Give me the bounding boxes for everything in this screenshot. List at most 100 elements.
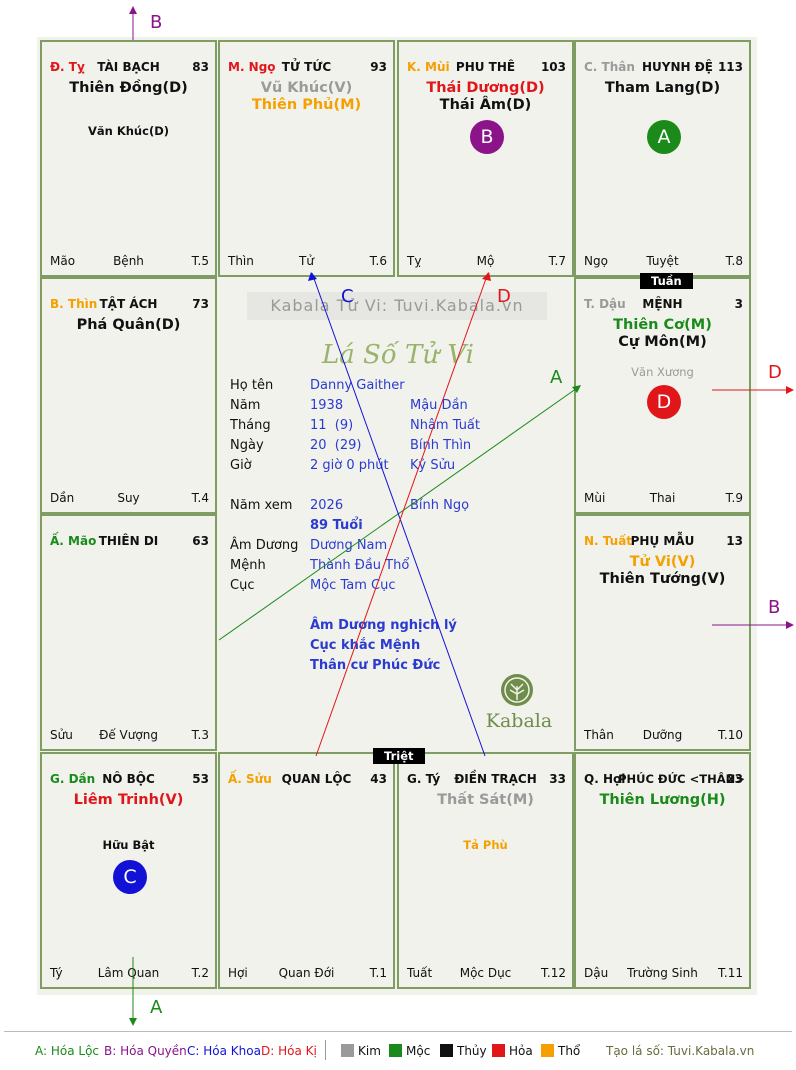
cell-thin: B. Thìn TẬT ÁCH 73 Phá Quân(D) Dần Suy T… <box>40 277 217 514</box>
cell-can: G. Tý <box>407 772 441 786</box>
cell-ty: Đ. Tỵ TÀI BẠCH 83 Thiên Đồng(D) Văn Khúc… <box>40 40 217 277</box>
cell-can: Đ. Tỵ <box>50 60 85 74</box>
info-label: Tháng <box>230 418 271 433</box>
info-note: Âm Dương nghịch lý <box>310 618 457 633</box>
info-note: Cục khắc Mệnh <box>310 638 421 653</box>
cell-stage: Tử <box>299 254 314 268</box>
cell-branch: Hợi <box>228 966 248 980</box>
main-star: Thái Âm(D) <box>439 97 532 113</box>
palace-name: PHÚC ĐỨC <THÂN> <box>618 772 745 786</box>
cell-dau: T. Dậu MỆNH 3 Thiên Cơ(M) Cự Môn(M) Văn … <box>574 277 751 514</box>
main-star: Thiên Tướng(V) <box>599 571 726 587</box>
cell-mao: Ấ. Mão THIÊN DI 63 Sửu Đế Vượng T.3 <box>40 514 217 751</box>
main-star: Thất Sát(M) <box>437 792 534 808</box>
info-note: Thân cư Phúc Đức <box>310 658 441 673</box>
info-value: Mộc Tam Cục <box>310 578 396 593</box>
cell-tuat: N. Tuất PHỤ MẪU 13 Tử Vi(V) Thiên Tướng(… <box>574 514 751 751</box>
minor-star: Văn Khúc(D) <box>87 124 169 138</box>
legend-kim: Kim <box>341 1044 381 1058</box>
main-star: Cự Môn(M) <box>618 334 707 350</box>
cell-age: T.2 <box>191 966 209 980</box>
main-star: Vũ Khúc(V) <box>260 80 353 96</box>
main-star: Thiên Phủ(M) <box>251 97 362 113</box>
main-star: Thiên Cơ(M) <box>613 317 712 333</box>
cell-can: Ấ. Sửu <box>228 772 272 786</box>
triet-tag: Triệt <box>373 748 425 764</box>
palace-number: 3 <box>734 297 743 311</box>
cell-branch: Dậu <box>584 966 609 980</box>
palace-number: 33 <box>549 772 566 786</box>
palace-number: 53 <box>192 772 209 786</box>
tuan-tag: Tuần <box>640 273 693 289</box>
arrow-head <box>129 1018 137 1026</box>
info-value: Nhâm Tuất <box>410 418 480 433</box>
info-label: Năm <box>230 398 261 413</box>
palace-name: HUYNH ĐỆ <box>642 60 713 74</box>
main-star: Phá Quân(D) <box>76 317 181 333</box>
arrow-head <box>572 385 581 393</box>
cell-suu: Ấ. Sửu QUAN LỘC 43 Hợi Quan Đới T.1 <box>218 752 395 989</box>
arrow-label-b-right: B <box>768 597 781 618</box>
minor-star: Tả Phù <box>463 838 508 852</box>
info-label: Năm xem <box>230 498 293 513</box>
cell-hoi: Q. Hợi PHÚC ĐỨC <THÂN> 23 Thiên Lương(H)… <box>574 752 751 989</box>
palace-name: TỬ TỨC <box>281 60 332 74</box>
cell-branch: Thìn <box>228 254 254 268</box>
cell-branch: Thân <box>584 728 614 742</box>
info-value: 2 giờ 0 phút <box>310 458 389 473</box>
info-age: 89 Tuổi <box>310 518 363 533</box>
arrow-label-b-top: B <box>150 12 163 33</box>
line-c <box>311 272 486 757</box>
legend-hoa-quyen: B: Hóa Quyền <box>104 1044 187 1058</box>
cell-than: C. Thân HUYNH ĐỆ 113 Tham Lang(D) A Ngọ … <box>574 40 751 277</box>
cell-age: T.6 <box>369 254 387 268</box>
legend-hoa: Hỏa <box>492 1044 533 1058</box>
legend-hoa-khoa: C: Hóa Khoa <box>187 1044 261 1058</box>
cell-age: T.7 <box>548 254 566 268</box>
minor-star: Hữu Bật <box>102 838 155 852</box>
info-value: Dương Nam <box>310 538 388 553</box>
palace-name: THIÊN DI <box>98 534 159 548</box>
arrow-head <box>786 386 794 394</box>
cell-can: C. Thân <box>584 60 635 74</box>
cell-stage: Tuyệt <box>646 254 679 268</box>
cell-stage: Đế Vượng <box>99 728 158 742</box>
palace-number: 23 <box>726 772 743 786</box>
minor-star: Văn Xương <box>631 365 694 379</box>
main-stars: Tử Vi(V) Thiên Tướng(V) <box>576 554 749 588</box>
info-value: 1938 <box>310 398 344 413</box>
info-label: Giờ <box>230 458 252 473</box>
arrow-head <box>308 272 317 281</box>
cell-stage: Suy <box>117 491 140 505</box>
cell-age: T.9 <box>725 491 743 505</box>
main-star: Thiên Lương(H) <box>599 792 726 808</box>
legend-tho: Thổ <box>541 1044 580 1058</box>
line-a <box>218 385 581 641</box>
main-stars: Thiên Cơ(M) Cự Môn(M) <box>576 317 749 351</box>
cell-age: T.1 <box>369 966 387 980</box>
cell-stage: Quan Đới <box>278 966 335 980</box>
palace-number: 93 <box>370 60 387 74</box>
info-value: Bính Ngọ <box>410 498 470 513</box>
cell-branch: Mão <box>50 254 76 268</box>
cell-branch: Mùi <box>584 491 606 505</box>
cell-can: M. Ngọ <box>228 60 276 74</box>
line-label-d: D <box>497 286 511 307</box>
hoa-quyen-badge: B <box>470 120 504 154</box>
cell-can: Ấ. Mão <box>50 534 97 548</box>
cell-stage: Thai <box>649 491 676 505</box>
info-label: Ngày <box>230 438 264 453</box>
arrow-head <box>129 6 137 14</box>
watermark-banner: Kabala Tử Vi: Tuvi.Kabala.vn <box>247 292 547 320</box>
info-value: 20 (29) <box>310 438 362 453</box>
palace-number: 113 <box>717 60 743 74</box>
legend-divider <box>4 1031 792 1032</box>
info-value: 11 (9) <box>310 418 354 433</box>
cell-stage: Dưỡng <box>642 728 683 742</box>
cell-mui: K. Mùi PHU THÊ 103 Thái Dương(D) Thái Âm… <box>397 40 574 277</box>
cell-dan: G. Dần NÔ BỘC 53 Liêm Trinh(V) Hữu Bật C… <box>40 752 217 989</box>
info-label: Họ tên <box>230 378 274 393</box>
palace-number: 83 <box>192 60 209 74</box>
cell-branch: Tý <box>50 966 63 980</box>
line-d <box>315 272 489 757</box>
